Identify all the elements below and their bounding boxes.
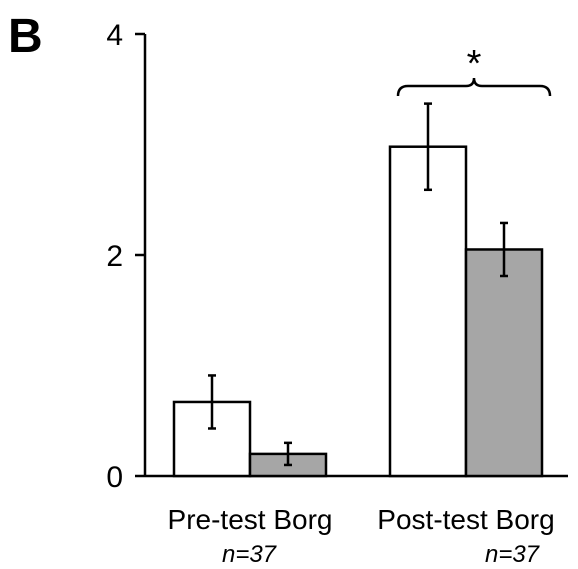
sample-size-label: n=37	[485, 541, 541, 568]
bar	[388, 145, 468, 478]
sample-size-label: n=37	[222, 541, 278, 568]
y-ticks: 0 2 4	[106, 19, 145, 494]
category-label: Pre-test Borg	[168, 504, 333, 535]
significance-marker: *	[396, 43, 552, 97]
category-label: Post-test Borg	[377, 504, 554, 535]
category-labels: Pre-test Borg n=37 Post-test Borg n=37	[168, 504, 555, 568]
bar	[464, 248, 544, 478]
y-tick-label: 0	[106, 461, 123, 494]
y-tick-label: 4	[106, 19, 123, 52]
y-tick-label: 2	[106, 240, 123, 273]
significance-bracket	[396, 77, 552, 97]
significance-star: *	[467, 43, 482, 85]
panel-label: B	[8, 10, 43, 63]
bars	[172, 145, 544, 478]
error-bars	[208, 102, 508, 467]
